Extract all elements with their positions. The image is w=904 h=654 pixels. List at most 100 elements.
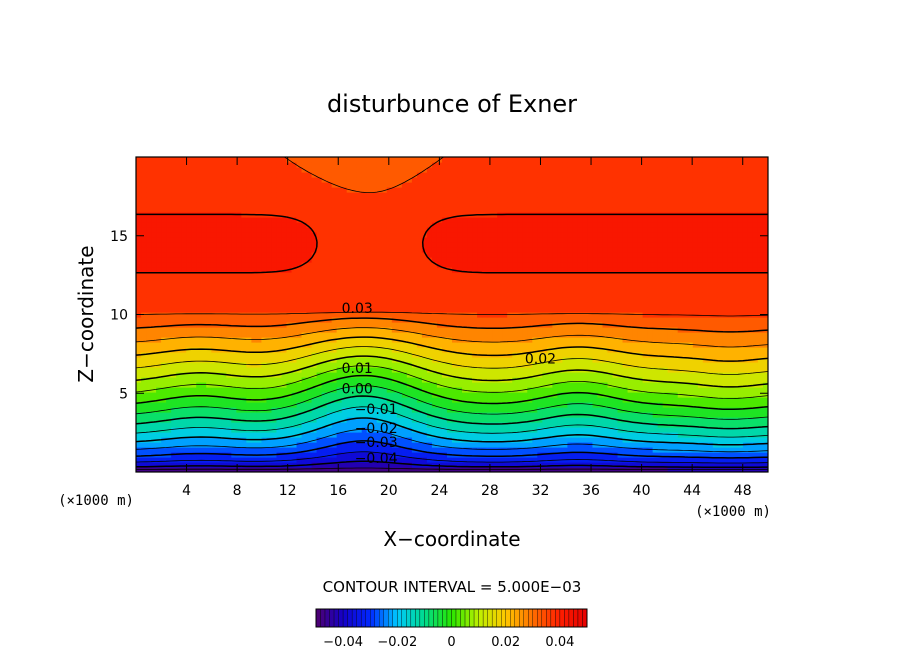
contour-cell — [487, 322, 493, 328]
contour-cell — [276, 342, 283, 348]
contour-cell — [732, 452, 739, 458]
contour-cell — [612, 367, 619, 373]
contour-cell — [622, 412, 629, 418]
contour-cell — [607, 452, 614, 458]
contour-cell — [431, 372, 438, 378]
contour-cell — [452, 332, 458, 338]
contour-cell — [436, 377, 443, 383]
contour-cell — [612, 422, 619, 428]
contour-cell — [762, 332, 768, 338]
contour-cell — [266, 382, 273, 388]
contour-cell — [251, 392, 257, 398]
contour-cell — [592, 302, 599, 308]
contour-cell — [502, 392, 508, 398]
contour-cell — [196, 457, 202, 463]
contour-cell — [517, 377, 523, 383]
contour-cell — [321, 312, 328, 318]
contour-cell — [682, 442, 689, 448]
contour-cell — [321, 427, 328, 433]
contour-cell — [151, 307, 157, 313]
contour-cell — [502, 417, 508, 423]
contour-cell — [236, 412, 242, 418]
contour-cell — [632, 277, 639, 283]
contour-cell — [146, 342, 152, 348]
contour-cell — [677, 427, 684, 433]
contour-cell — [677, 287, 684, 293]
contour-cell — [577, 442, 584, 448]
contour-cell — [467, 367, 473, 373]
contour-cell — [652, 452, 659, 458]
contour-cell — [161, 277, 167, 283]
contour-cell — [296, 337, 303, 343]
contour-cell — [647, 317, 654, 323]
contour-cell — [482, 447, 488, 453]
contour-cell — [206, 427, 212, 433]
contour-cell — [497, 417, 503, 423]
contour-cell — [697, 462, 704, 468]
contour-cell — [211, 392, 217, 398]
contour-cell — [406, 452, 413, 458]
contour-cell — [271, 312, 278, 318]
contour-cell — [351, 367, 358, 373]
contour-cell — [607, 342, 614, 348]
contour-cell — [191, 352, 197, 358]
contour-cell — [657, 317, 664, 323]
contour-cell — [151, 407, 157, 413]
contour-cell — [522, 317, 528, 323]
contour-cell — [527, 302, 533, 308]
contour-cell — [351, 397, 358, 403]
contour-cell — [582, 357, 589, 363]
contour-cell — [191, 302, 197, 308]
contour-cell — [502, 462, 508, 468]
contour-cell — [366, 327, 373, 333]
contour-cell — [547, 282, 553, 288]
contour-cell — [532, 367, 538, 373]
contour-cell — [431, 462, 438, 468]
contour-cell — [492, 457, 498, 463]
contour-cell — [547, 367, 553, 373]
contour-cell — [732, 342, 739, 348]
contour-cell — [281, 362, 288, 368]
contour-cell — [687, 332, 694, 338]
contour-cell — [467, 312, 473, 318]
contour-cell — [687, 302, 694, 308]
contour-cell — [426, 392, 433, 398]
contour-cell — [301, 302, 308, 308]
contour-cell — [246, 387, 252, 393]
contour-cell — [311, 307, 318, 313]
contour-cell — [166, 342, 172, 348]
contour-cell — [436, 412, 443, 418]
contour-cell — [371, 442, 378, 448]
contour-cell — [742, 352, 749, 358]
contour-cell — [577, 352, 584, 358]
contour-cell — [136, 347, 142, 353]
contour-cell — [712, 402, 719, 408]
contour-cell — [707, 332, 714, 338]
contour-cell — [141, 337, 147, 343]
contour-cell — [151, 302, 157, 308]
contour-cell — [747, 362, 754, 368]
contour-cell — [542, 342, 548, 348]
contour-cell — [612, 307, 619, 313]
contour-cell — [386, 322, 393, 328]
contour-cell — [627, 317, 634, 323]
contour-cell — [251, 357, 257, 363]
contour-cell — [637, 382, 644, 388]
contour-cell — [757, 422, 764, 428]
contour-cell — [356, 332, 363, 338]
contour-cell — [717, 377, 724, 383]
contour-cell — [467, 302, 473, 308]
contour-cell — [652, 342, 659, 348]
contour-cell — [166, 352, 172, 358]
contour-cell — [221, 422, 227, 428]
contour-cell — [717, 362, 724, 368]
contour-cell — [542, 272, 548, 278]
contour-cell — [587, 462, 594, 468]
contour-cell — [567, 407, 573, 413]
contour-cell — [396, 322, 403, 328]
contour-cell — [502, 407, 508, 413]
contour-cell — [607, 297, 614, 303]
contour-cell — [221, 302, 227, 308]
contour-cell — [737, 312, 744, 318]
contour-cell — [707, 362, 714, 368]
